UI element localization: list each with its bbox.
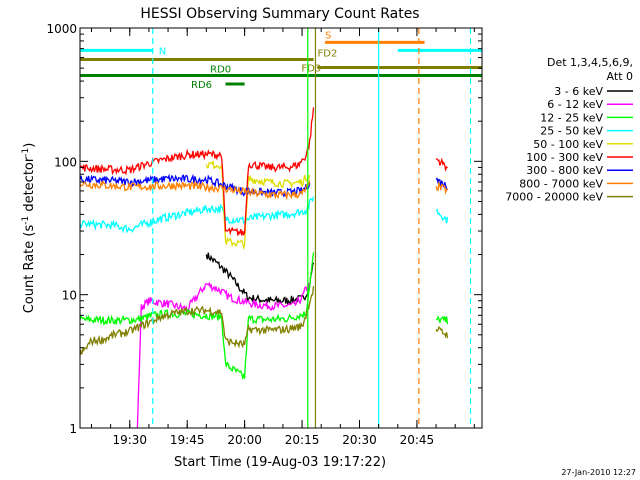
- legend-label-3: 25 - 50 keV: [540, 125, 603, 138]
- series-line-2: [79, 252, 449, 380]
- series-line-3: [79, 196, 449, 234]
- series-line-7: [79, 180, 449, 201]
- legend-label-1: 6 - 12 keV: [547, 98, 603, 111]
- plot-frame: [79, 27, 483, 429]
- legend-label-6: 300 - 800 keV: [526, 164, 603, 177]
- y-axis-label-part1: Count Rate (s: [22, 225, 37, 314]
- y-tick-label-1: 10: [62, 289, 77, 303]
- legend-label-2: 12 - 25 keV: [540, 111, 603, 124]
- series-line-6: [79, 173, 449, 198]
- y-axis-label-part3: ): [22, 143, 37, 148]
- legend-label-0: 3 - 6 keV: [554, 85, 603, 98]
- legend-label-5: 100 - 300 keV: [526, 151, 603, 164]
- status-bar-label-5: FD3: [301, 64, 321, 75]
- series-line-5: [79, 107, 448, 237]
- annotation-layer: N S FD2 FD3 RD0 RD6: [80, 30, 482, 91]
- y-axis-label-sup2: -1: [21, 148, 31, 157]
- x-tick-label-4: 20:30: [342, 433, 377, 447]
- x-tick-label-3: 20:15: [285, 433, 320, 447]
- series-line-4: [205, 160, 311, 251]
- series-line-8: [79, 286, 449, 356]
- series-line-0: [205, 252, 315, 307]
- chart-title: HESSI Observing Summary Count Rates: [140, 6, 419, 22]
- y-axis-label: Count Rate (s-1 detector-1): [21, 143, 37, 314]
- legend-title-line1: Det 1,3,4,5,6,9,: [547, 56, 633, 69]
- status-bar-label-7: RD6: [191, 80, 212, 91]
- legend-label-7: 800 - 7000 keV: [519, 177, 603, 190]
- x-tick-label-5: 20:45: [400, 433, 435, 447]
- y-axis-label-part2: detector: [22, 156, 37, 216]
- series-layer: [79, 107, 449, 429]
- x-tick-label-1: 19:45: [170, 433, 205, 447]
- x-axis-label: Start Time (19-Aug-03 19:17:22): [174, 455, 386, 470]
- axis-layer: 19:30 19:45 20:00 20:15 20:30 20:45 1 10 100 1000: [46, 22, 482, 447]
- status-bar-label-4: FD2: [318, 49, 338, 60]
- legend-title-line2: Att 0: [607, 70, 633, 83]
- vertical-marker-layer: [152, 28, 472, 428]
- x-tick-label-2: 20:00: [227, 433, 262, 447]
- x-tick-label-0: 19:30: [112, 433, 147, 447]
- status-bar-label-6: RD0: [210, 65, 231, 76]
- y-tick-label-2: 100: [54, 155, 77, 169]
- status-bar-label-0: N: [159, 46, 166, 57]
- legend-label-8: 7000 - 20000 keV: [505, 191, 603, 204]
- status-bar-label-2: S: [325, 30, 331, 41]
- y-axis-label-sup1: -1: [21, 216, 31, 225]
- generated-timestamp: 27-Jan-2010 12:27: [561, 468, 636, 477]
- y-tick-label-3: 1000: [46, 22, 77, 36]
- y-tick-label-0: 1: [69, 422, 77, 436]
- series-line-1: [136, 281, 311, 429]
- legend-label-4: 50 - 100 keV: [533, 138, 603, 151]
